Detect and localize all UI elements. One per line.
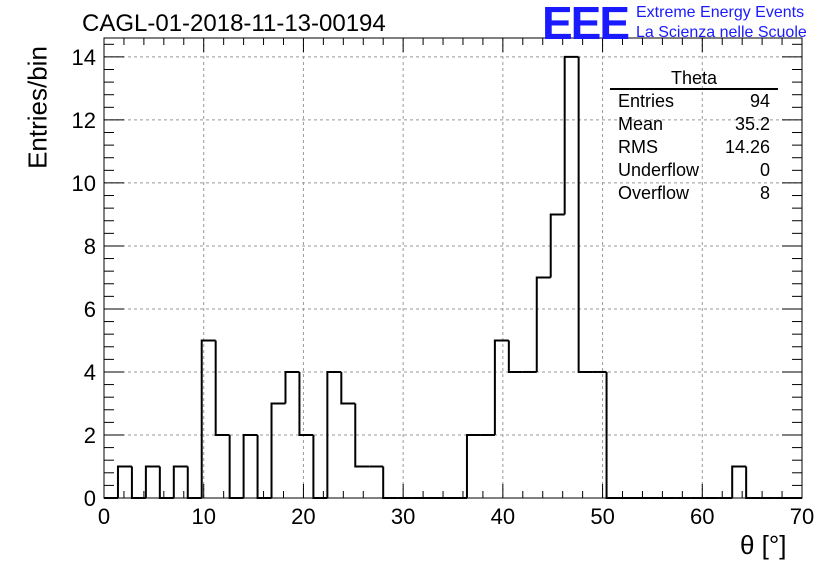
histogram-bin [563, 55, 579, 215]
stats-value: 94 [749, 91, 770, 111]
histogram-bin [605, 371, 621, 499]
stats-label: RMS [618, 137, 658, 157]
histogram-bin [214, 340, 230, 436]
stats-box-title: Theta [610, 68, 778, 90]
x-tick-label: 0 [98, 504, 110, 529]
histogram-bin [549, 213, 565, 278]
y-axis-label: Entries/bin [22, 46, 53, 169]
stats-value: 8 [759, 183, 770, 203]
stats-label: Mean [618, 114, 664, 134]
histogram-bin [465, 433, 481, 498]
histogram-bin [172, 465, 188, 498]
y-tick-label: 8 [84, 234, 96, 259]
y-tick-label: 6 [84, 297, 96, 322]
stats-value: 35.2 [734, 114, 770, 134]
histogram-bin [270, 402, 286, 498]
histogram-bin [298, 371, 314, 436]
x-tick-label: 30 [391, 504, 415, 529]
stats-label: Overflow [618, 183, 690, 203]
histogram-bin [242, 433, 258, 498]
x-tick-label: 50 [590, 504, 614, 529]
y-tick-label: 10 [72, 171, 96, 196]
histogram-bin [535, 276, 551, 372]
histogram-bin [493, 339, 509, 435]
stats-box: Theta Entries 94 Mean 35.2 RMS 14.26 Underf… [610, 68, 778, 205]
stats-label: Entries [618, 91, 675, 111]
histogram-bin [354, 403, 370, 468]
histogram-bin [326, 370, 342, 498]
y-tick-label: 12 [72, 108, 96, 133]
histogram-bin [507, 340, 523, 373]
stats-row: Underflow 0 [610, 159, 778, 182]
stats-row: Overflow 8 [610, 182, 778, 205]
histogram-bin [340, 371, 356, 405]
histogram-bin [130, 466, 146, 499]
y-tick-label: 2 [84, 423, 96, 448]
x-axis-label: θ [°] [740, 530, 787, 560]
y-tick-label: 14 [72, 45, 96, 70]
histogram-bin [200, 339, 216, 498]
x-tick-label: 70 [790, 504, 814, 529]
histogram-bin [312, 434, 328, 499]
histogram-bin [284, 370, 300, 404]
histogram-bin [382, 466, 398, 499]
chart-title: CAGL-01-2018-11-13-00194 [82, 10, 386, 37]
histogram-bin [228, 434, 244, 499]
histogram-bin [116, 465, 132, 498]
stats-row: Entries 94 [610, 90, 778, 113]
histogram-bin [144, 465, 160, 498]
logo-caption-line2: La Scienza nelle Scuole [636, 24, 807, 41]
eee-logo: EEE [542, 0, 630, 49]
logo-caption-line1: Extreme Energy Events [636, 4, 805, 21]
stats-value: 14.26 [724, 137, 770, 157]
x-tick-label: 60 [690, 504, 714, 529]
x-tick-label: 20 [291, 504, 315, 529]
histogram-bin [256, 434, 272, 499]
histogram-bin [731, 465, 747, 498]
stats-label: Underflow [618, 160, 700, 180]
stats-row: RMS 14.26 [610, 136, 778, 159]
histogram-bin [745, 466, 761, 499]
histogram-bin [577, 56, 593, 373]
y-tick-label: 4 [84, 360, 96, 385]
y-tick-label: 0 [84, 486, 96, 511]
stats-row: Mean 35.2 [610, 113, 778, 136]
histogram-bin [158, 466, 174, 499]
x-tick-label: 40 [491, 504, 515, 529]
histogram-bin [186, 466, 202, 499]
stats-value: 0 [759, 160, 770, 180]
x-tick-label: 10 [191, 504, 215, 529]
